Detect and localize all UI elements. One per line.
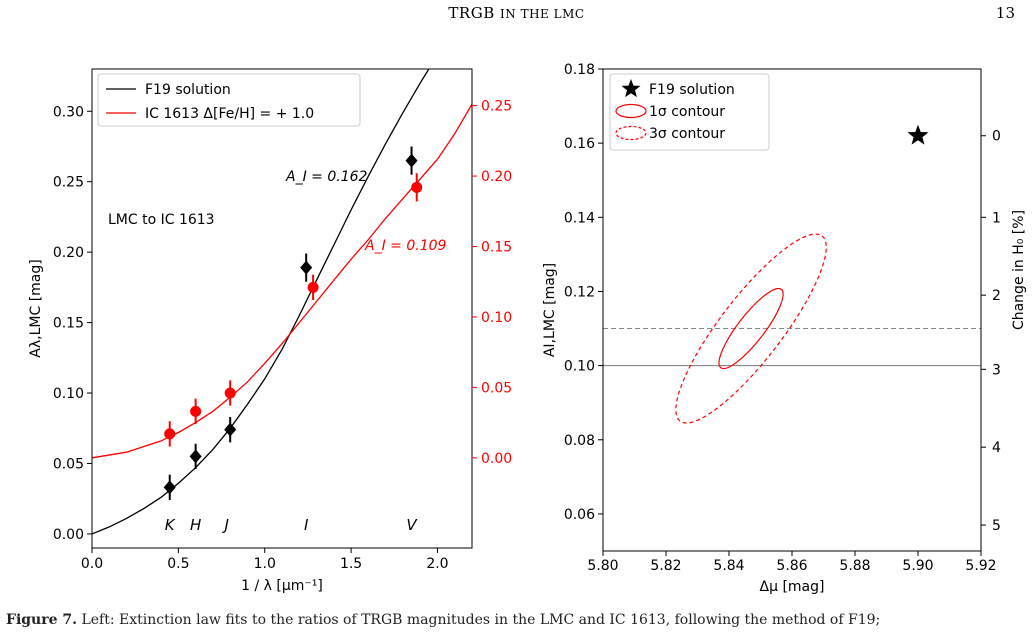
- legend-entry: IC 1613 Δ[Fe/H] = + 1.0: [145, 106, 314, 122]
- y-tick-label: 0.18: [564, 62, 595, 78]
- legend-solid-ellipse-icon: [615, 103, 647, 119]
- y-tick-label: 0.08: [564, 433, 595, 449]
- page-header: TRGB in the LMC 13: [0, 4, 1033, 28]
- right-tick-label: 5: [992, 518, 1001, 534]
- legend-entry: 3σ contour: [649, 126, 725, 142]
- right-legend: F19 solution 1σ contour 3σ contour: [609, 73, 770, 151]
- legend-entry: 1σ contour: [649, 104, 725, 120]
- figure: 0.0 0.5 1.0 1.5 2.0 0.00 0.05 0.10 0.15 0.20 0.25 0…: [28, 62, 1027, 595]
- x-tick-label: 0.5: [167, 556, 189, 572]
- right-tick-label: 3: [992, 362, 1001, 378]
- legend-entry: F19 solution: [145, 82, 231, 98]
- left-frame: [91, 68, 473, 549]
- x-tick-label: 5.88: [839, 558, 870, 574]
- right-tick-label: 0.15: [481, 240, 512, 256]
- series-line-1: [92, 103, 472, 459]
- data-point-diamond-3: [300, 260, 313, 275]
- data-point-diamond-2: [224, 422, 237, 437]
- right-tick-label: 0.25: [481, 99, 512, 115]
- caption-text: Left: Extinction law fits to the ratios …: [81, 612, 881, 628]
- data-point-circle-3: [307, 281, 319, 293]
- x-tick-label: 1.5: [340, 556, 362, 572]
- page-number: 13: [995, 4, 1015, 22]
- y-tick-label: 0.14: [564, 210, 595, 226]
- data-point-circle-0: [164, 428, 176, 440]
- x-tick-label: 2.0: [426, 556, 448, 572]
- x-axis-label: Δμ [mag]: [760, 579, 825, 595]
- legend-dashed-ellipse-icon: [615, 125, 647, 141]
- data-point-diamond-0: [163, 480, 176, 495]
- f19-star-marker: [907, 124, 929, 145]
- panel-annotation: LMC to IC 1613: [108, 212, 215, 228]
- left-legend: F19 solution IC 1613 Δ[Fe/H] = + 1.0: [97, 73, 361, 127]
- y-tick-label: 0.25: [53, 175, 84, 191]
- red-curve-label: A_I = 0.109: [364, 238, 447, 254]
- x-tick-label: 5.92: [965, 558, 996, 574]
- right-tick-label: 2: [992, 288, 1001, 304]
- legend-box: [97, 73, 361, 127]
- figure-caption: Figure 7. Left: Extinction law fits to t…: [6, 612, 1026, 640]
- band-label: I: [304, 516, 309, 534]
- x-axis-label: 1 / λ [μm⁻¹]: [241, 578, 323, 594]
- x-tick-label: 5.82: [650, 558, 681, 574]
- y-tick-label: 0.15: [53, 316, 84, 332]
- black-curve-label: A_I = 0.162: [285, 169, 368, 185]
- y-tick-label: 0.06: [564, 507, 595, 523]
- running-title-rest: in the LMC: [500, 7, 585, 21]
- data-point-circle-2: [224, 387, 236, 399]
- right-tick-label: 0.00: [481, 451, 512, 467]
- band-label: J: [222, 516, 229, 534]
- band-label: V: [406, 516, 418, 534]
- legend-star-icon: [621, 79, 641, 98]
- data-point-circle-1: [190, 405, 202, 417]
- right-panel: 5.80 5.82 5.84 5.86 5.88 5.90 5.92 0.06 0.08 0.10…: [542, 62, 1027, 595]
- band-label: H: [190, 516, 201, 534]
- x-tick-label: 5.84: [713, 558, 744, 574]
- right-axis-label: Change in H₀ [%]: [1011, 210, 1027, 330]
- right-tick-label: 4: [992, 440, 1001, 456]
- running-title: TRGB in the LMC: [0, 4, 1033, 22]
- y-tick-label: 0.30: [53, 104, 84, 120]
- contour-1sigma: [718, 287, 784, 370]
- y-axis-label: AI,LMC [mag]: [542, 263, 558, 357]
- band-label: K: [165, 516, 176, 534]
- y-tick-label: 0.10: [564, 359, 595, 375]
- series-line-0: [92, 69, 430, 535]
- y-tick-label: 0.12: [564, 284, 595, 300]
- right-tick-label: 1: [992, 210, 1001, 226]
- right-tick-label: 0.05: [481, 380, 512, 396]
- data-point-diamond-1: [189, 449, 202, 464]
- y-tick-label: 0.05: [53, 456, 84, 472]
- x-tick-label: 1.0: [254, 556, 276, 572]
- data-point-circle-4: [411, 181, 423, 193]
- data-point-diamond-4: [405, 153, 418, 168]
- legend-box: [609, 73, 770, 151]
- x-tick-label: 5.80: [587, 558, 618, 574]
- caption-label: Figure 7.: [6, 612, 77, 628]
- right-tick-label: 0.20: [481, 169, 512, 185]
- x-tick-label: 5.86: [776, 558, 807, 574]
- y-tick-label: 0.10: [53, 386, 84, 402]
- running-title-main: TRGB: [448, 4, 495, 22]
- y-axis-label: Aλ,LMC [mag]: [28, 259, 44, 357]
- right-tick-label: 0.10: [481, 310, 512, 326]
- right-tick-label: 0: [992, 129, 1001, 145]
- x-tick-label: 5.90: [902, 558, 933, 574]
- x-tick-label: 0.0: [81, 556, 103, 572]
- legend-entry: F19 solution: [649, 82, 735, 98]
- y-tick-label: 0.16: [564, 136, 595, 152]
- y-tick-label: 0.20: [53, 245, 84, 261]
- left-panel: 0.0 0.5 1.0 1.5 2.0 0.00 0.05 0.10 0.15 0.20 0.25 0…: [28, 68, 512, 594]
- y-tick-label: 0.00: [53, 527, 84, 543]
